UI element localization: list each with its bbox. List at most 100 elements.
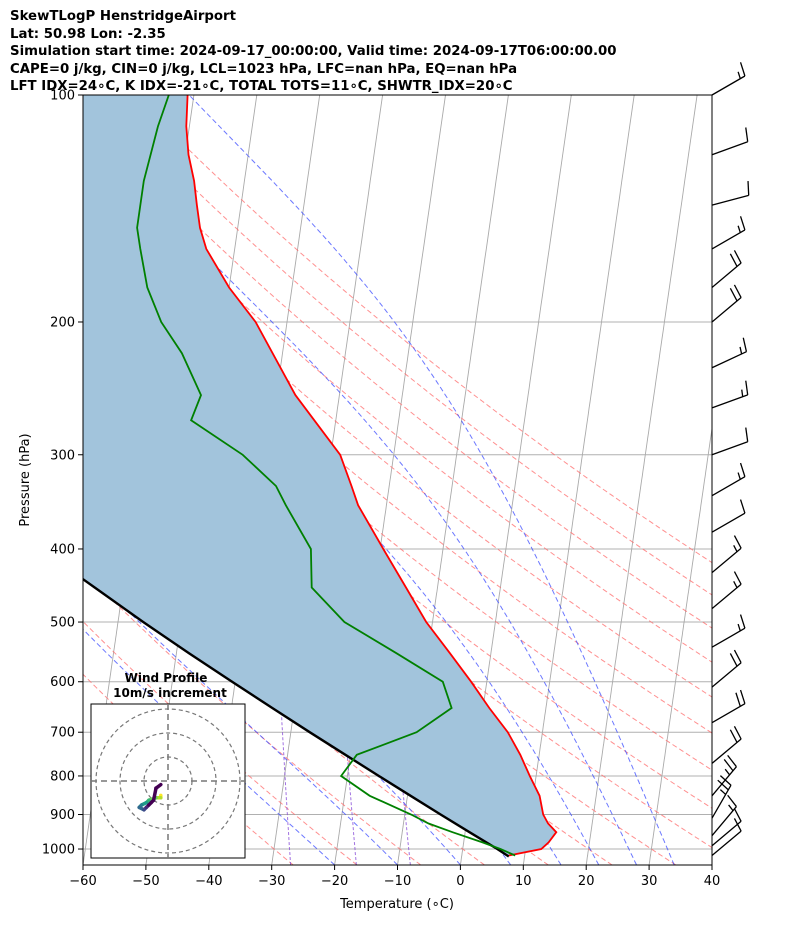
wind-barb-flag [729,253,738,267]
wind-barb [711,284,742,323]
wind-barb [711,250,742,288]
x-axis-label: Temperature (∘C) [339,897,454,912]
isotherm-line [585,95,698,865]
wind-barb-flag [733,535,742,549]
dewpoint-line [136,95,516,857]
wind-barb-flag [727,794,737,807]
dry-adiabat-line [133,95,712,564]
hodograph-subtitle: 10m/s increment [113,686,227,700]
moist-adiabat-line [83,491,461,865]
y-tick-label: 700 [50,726,75,741]
wind-barb [711,808,742,847]
x-tick-label: −20 [321,874,348,889]
moist-adiabat-line [83,565,398,865]
x-tick-label: −50 [132,874,159,889]
wind-barb-staff [711,703,746,724]
wind-barb [711,614,746,648]
x-tick-label: 10 [515,874,532,889]
wind-barb-halfflag [739,346,743,355]
wind-barb-flag [739,614,746,629]
wind-barb-staff [711,830,742,857]
wind-barb-flag [723,759,734,772]
y-tick-label: 500 [50,616,75,631]
x-tick-label: 40 [704,874,721,889]
wind-barb-staff [711,766,737,797]
x-tick-label: −10 [384,874,411,889]
title-line: SkewTLogP HenstridgeAirport [10,9,236,24]
wind-barb-flag [729,729,738,743]
wind-barb-staff [711,738,742,764]
wind-barb-staff [711,75,746,96]
wind-barb [711,689,746,724]
cape-fill [83,95,557,857]
wind-barb-halfflag [737,225,741,233]
isotherm-line [522,95,635,865]
wind-barb-halfflag [741,389,744,397]
x-tick-label: 20 [578,874,595,889]
y-axis-label: Pressure (hPa) [18,433,33,526]
moist-adiabat-line [188,95,675,865]
y-tick-label: 600 [50,675,75,690]
location-line: Lat: 50.98 Lon: -2.35 [10,26,166,42]
wind-barb [711,571,742,610]
time-line: Simulation start time: 2024-09-17_00:00:… [10,44,617,59]
wind-barb [711,427,749,456]
dry-adiabat-line [83,569,422,865]
wind-barb-flag [739,462,746,477]
dry-adiabat-line [83,620,358,865]
wind-barb-flag [733,726,742,740]
y-tick-label: 1000 [42,843,75,858]
wind-barb-flag [739,689,746,704]
wind-barb [711,216,746,250]
y-tick-label: 100 [50,89,75,104]
wind-barb-flag [745,427,749,442]
wind-barb-flag [733,649,742,664]
wind-barb [711,535,742,574]
wind-barb-staff [711,583,742,610]
wind-barb-staff [711,262,742,288]
wind-barb [711,499,746,533]
wind-barb-flag [739,499,746,514]
wind-barb-staff [711,627,746,648]
isotherm-line [0,95,68,865]
chart-header: SkewTLogP HenstridgeAirport Lat: 50.98 L… [10,8,617,96]
wind-barb-staff [711,141,748,156]
y-tick-label: 900 [50,808,75,823]
wind-barb-halfflag [719,789,727,795]
wind-barb [711,127,749,156]
wind-barb-flag [735,692,741,707]
wind-barb-halfflag [733,581,738,588]
moist-adiabat-line [83,127,637,865]
index-line: LFT IDX=24∘C, K IDX=-21∘C, TOTAL TOTS=11… [10,79,513,94]
wind-barb-flag [717,779,729,791]
wind-barb [711,726,742,764]
hodograph-title: Wind Profile [125,671,208,685]
wind-barb-flag [733,818,742,832]
wind-barb-flag [729,287,738,302]
x-tick-label: 30 [641,874,658,889]
wind-barb-flag [745,380,749,395]
wind-barb-halfflag [737,472,741,480]
wind-barb-staff [711,476,746,497]
temperature-line [185,95,558,857]
wind-barb [711,754,737,797]
wind-barb-staff [711,297,742,323]
isotherm-line [775,95,794,865]
wind-barb [711,649,742,688]
wind-barb-flag [733,284,742,298]
wind-barb-staff [711,784,732,819]
wind-barb [711,181,750,206]
wind-barb-flag [719,775,732,786]
wind-barb-staff [711,806,737,837]
dry-adiabat-line [83,182,712,698]
profile-series [83,95,558,858]
x-tick-label: −60 [69,874,96,889]
wind-barb-flag [733,250,742,264]
wind-barb [711,337,748,369]
wind-barb-staff [711,441,748,456]
wind-barb [711,62,746,96]
wind-barb-flag [739,216,746,231]
y-tick-label: 200 [50,315,75,330]
wind-barb-staff [711,194,749,206]
